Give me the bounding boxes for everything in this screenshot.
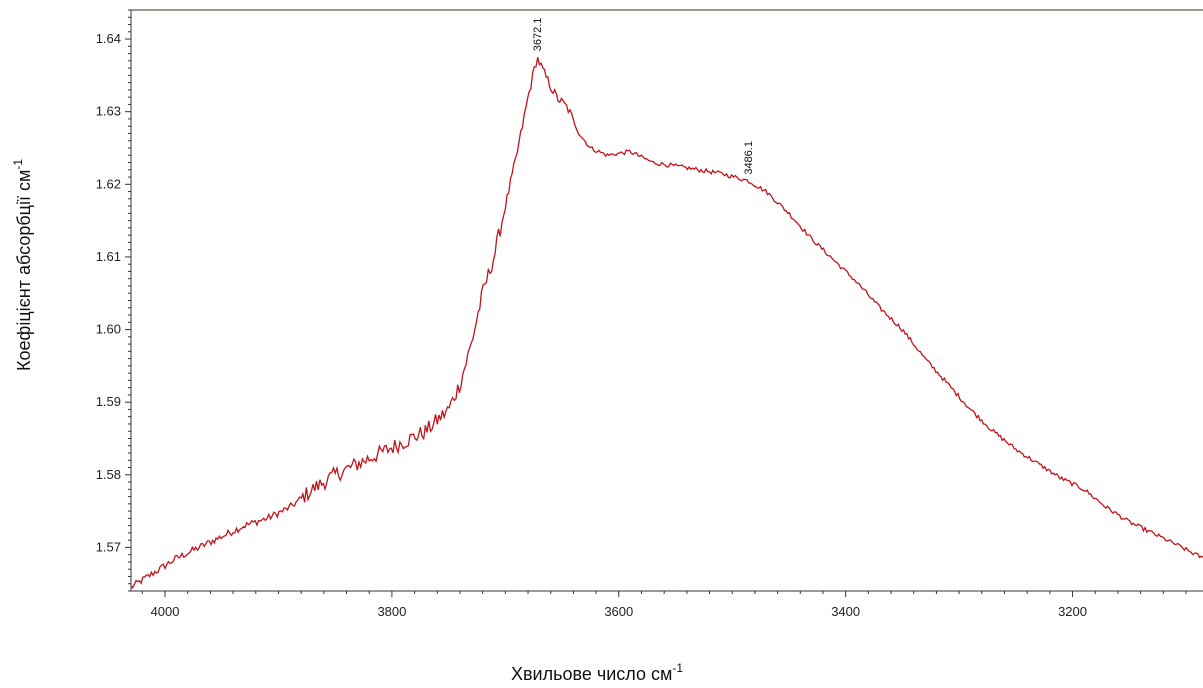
x-axis-title-text: Хвильове число см [511,664,672,684]
x-tick-label: 4000 [151,604,180,619]
y-tick-label: 1.59 [96,394,121,409]
peak-label: 3672.1 [532,18,544,52]
x-tick-label: 3400 [831,604,860,619]
y-axis-title-superscript: -1 [11,159,25,170]
spectrum-series-line-0 [131,57,1203,589]
peak-annotations: 3672.1 3486.1 [532,18,755,175]
y-axis-title-text: Коефіцієнт абсорбції см [14,170,34,371]
y-axis: 1.57 1.58 1.59 1.60 1.61 1.62 1.63 1.64 [96,9,131,592]
y-tick-label: 1.63 [96,104,121,119]
y-tick-label: 1.64 [96,31,121,46]
peak-label: 3486.1 [743,141,755,175]
x-axis-title: Хвильове число см-1 [511,661,683,684]
y-tick-label: 1.58 [96,467,121,482]
y-tick-label: 1.62 [96,176,121,191]
x-tick-label: 3600 [604,604,633,619]
x-tick-label: 3200 [1058,604,1087,619]
y-tick-label: 1.61 [96,249,121,264]
x-axis: 4000 3800 3600 3400 3200 [141,591,1187,619]
y-tick-label: 1.60 [96,322,121,337]
y-axis-title: Коефіцієнт абсорбції см-1 [11,159,34,371]
x-tick-label: 3800 [377,604,406,619]
y-tick-label: 1.57 [96,539,121,554]
x-axis-title-superscript: -1 [672,661,683,675]
series-group [131,57,1203,589]
